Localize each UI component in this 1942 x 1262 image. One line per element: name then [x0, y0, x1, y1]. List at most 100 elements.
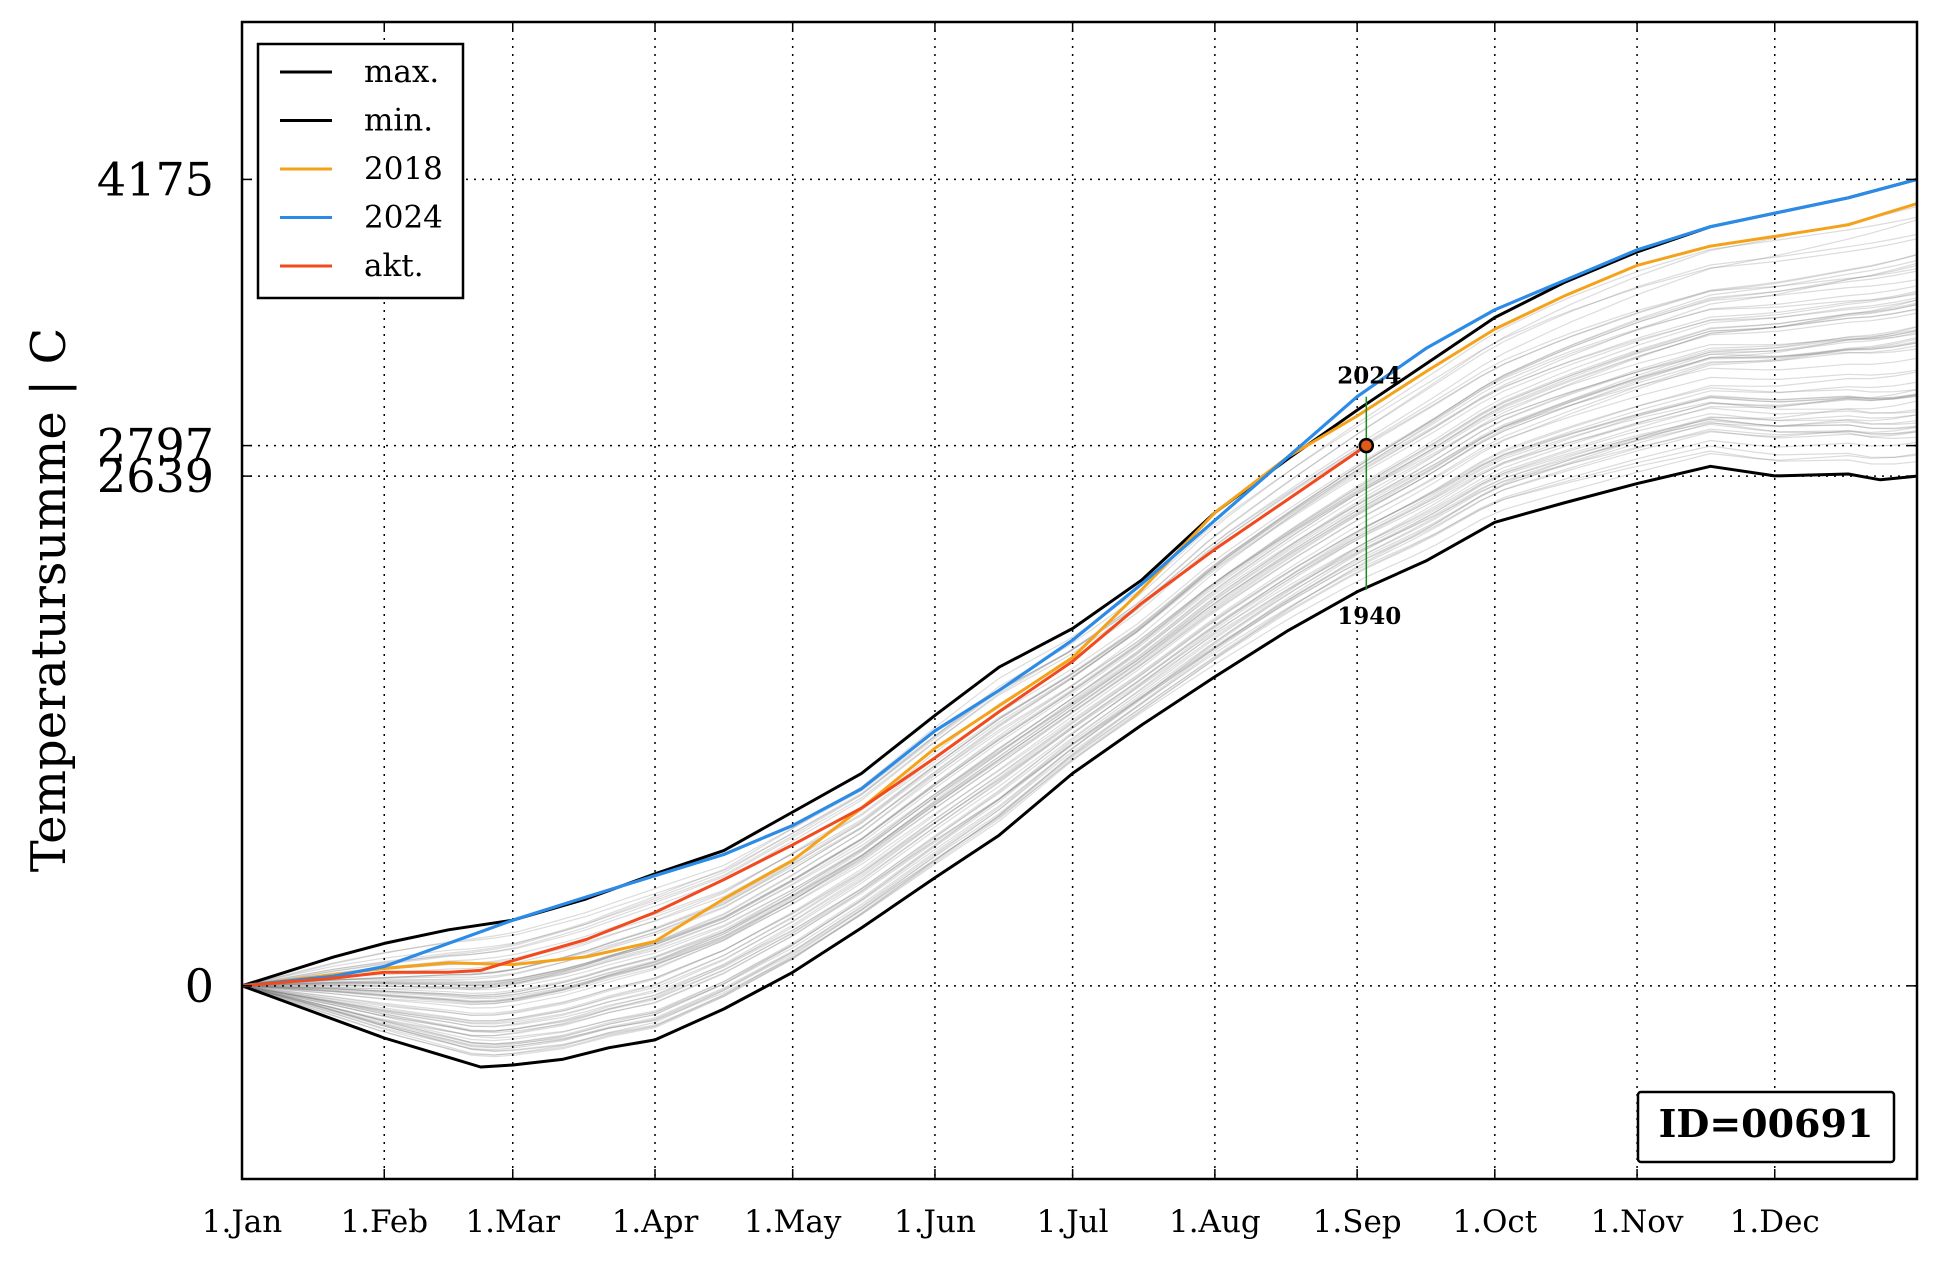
x-tick-label: 1.Apr: [612, 1204, 699, 1240]
historical-year-line: [241, 421, 1918, 1056]
historical-year-line: [241, 426, 1918, 1037]
id-box-group: ID=00691: [1636, 1090, 1896, 1164]
historical-year-line: [241, 304, 1918, 987]
historical-year-line: [241, 238, 1918, 987]
historical-year-line: [241, 216, 1918, 987]
historical-year-line: [241, 412, 1918, 1053]
historical-year-line: [241, 450, 1918, 1056]
historical-year-line: [241, 270, 1918, 987]
historical-year-line: [241, 279, 1918, 987]
x-axis-ticks: 1.Jan 1.Feb 1.Mar 1.Apr 1.May 1.Jun 1.Jul 1.Aug…: [202, 22, 1820, 1240]
historical-year-line: [241, 303, 1918, 987]
historical-year-line: [241, 439, 1918, 1049]
y-tick-label: 4175: [97, 152, 214, 206]
historical-year-line: [241, 395, 1918, 1039]
historical-year-line: [241, 293, 1918, 987]
historical-year-line: [241, 312, 1918, 989]
historical-year-line: [241, 297, 1918, 987]
legend-label: min.: [364, 103, 433, 139]
historical-year-line: [241, 369, 1918, 1016]
annotation-upper-label: 2024: [1337, 363, 1401, 390]
historical-year-line: [241, 407, 1918, 1032]
historical-year-line: [241, 292, 1918, 987]
historical-year-line: [241, 219, 1918, 987]
grid: [242, 22, 1917, 1179]
x-tick-label: 1.Jul: [1037, 1204, 1109, 1240]
historical-year-line: [241, 381, 1918, 1022]
series-line-2018: [241, 202, 1918, 988]
historical-year-line: [241, 233, 1918, 987]
historical-year-line: [241, 393, 1918, 1024]
id-box: [1636, 1090, 1896, 1164]
historical-year-line: [241, 420, 1918, 1042]
historical-year-line: [241, 326, 1918, 989]
historical-year-line: [241, 336, 1918, 997]
historical-year-line: [241, 342, 1918, 1003]
x-tick-label: 1.Oct: [1452, 1204, 1537, 1240]
historical-year-line: [241, 264, 1918, 987]
historical-year-line: [241, 254, 1918, 987]
historical-year-line: [241, 342, 1918, 1004]
historical-year-line: [241, 299, 1918, 987]
historical-year-line: [241, 394, 1918, 1022]
y-tick-label: 0: [185, 959, 214, 1013]
historical-year-line: [241, 262, 1918, 987]
historical-year-line: [241, 329, 1918, 998]
id-box-text: ID=00691: [1659, 1101, 1874, 1146]
x-tick-label: 1.Dec: [1730, 1204, 1820, 1240]
historical-year-line: [241, 333, 1918, 1002]
historical-year-line: [241, 423, 1918, 1047]
series-layer: [241, 177, 1918, 1069]
historical-year-line: [241, 330, 1918, 997]
plot-frame: [240, 20, 1919, 1181]
historical-year-line: [241, 401, 1918, 1045]
historical-year-line: [241, 338, 1918, 1000]
legend-label: max.: [364, 54, 439, 90]
series-line-2024: [241, 177, 1918, 988]
historical-year-line: [241, 394, 1918, 1028]
historical-year-line: [241, 357, 1918, 1006]
historical-year-line: [241, 205, 1918, 987]
historical-year-line: [241, 308, 1918, 991]
historical-year-line: [241, 326, 1918, 995]
legend-label: 2024: [364, 200, 443, 236]
historical-year-line: [241, 414, 1918, 1032]
series-line-akt: [241, 444, 1368, 988]
historical-year-line: [241, 395, 1918, 1027]
y-tick-label: 2797: [97, 419, 214, 473]
historical-year-line: [241, 445, 1918, 1058]
historical-year-line: [241, 428, 1918, 1048]
historical-year-line: [241, 400, 1918, 1025]
legend-label: 2018: [364, 151, 443, 187]
annotation-lower-label: 1940: [1337, 603, 1401, 630]
legend-box: [256, 42, 465, 300]
historical-year-line: [241, 387, 1918, 1034]
series-line-max: [241, 177, 1918, 988]
historical-year-line: [241, 418, 1918, 1052]
x-tick-label: 1.Mar: [465, 1204, 560, 1240]
historical-year-line: [241, 308, 1918, 987]
historical-year-line: [241, 299, 1918, 987]
historical-year-line: [241, 268, 1918, 987]
historical-year-line: [241, 330, 1918, 998]
historical-year-line: [241, 371, 1918, 1014]
historical-year-line: [241, 341, 1918, 1003]
x-tick-label: 1.May: [744, 1204, 842, 1240]
x-tick-label: 1.Sep: [1313, 1204, 1402, 1240]
historical-year-line: [241, 389, 1918, 1016]
historical-year-line: [241, 394, 1918, 1032]
historical-year-line: [241, 302, 1918, 987]
historical-year-line: [241, 414, 1918, 1046]
x-tick-label: 1.Jun: [894, 1204, 976, 1240]
historical-year-line: [241, 331, 1918, 990]
x-tick-label: 1.Feb: [340, 1204, 428, 1240]
historical-year-line: [241, 418, 1918, 1045]
historical-year-line: [241, 452, 1918, 1051]
annotation-layer: 2024 1940: [1337, 363, 1401, 630]
x-tick-label: 1.Nov: [1591, 1204, 1684, 1240]
legend-label: akt.: [364, 248, 424, 284]
series-line-min: [241, 464, 1918, 1069]
y-tick-label: 2639: [97, 449, 214, 503]
